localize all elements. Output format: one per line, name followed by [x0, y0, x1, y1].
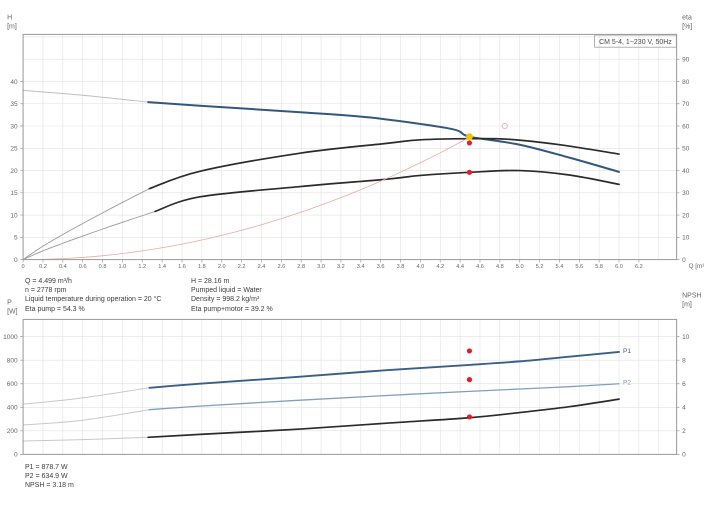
svg-text:Q [m³/h]: Q [m³/h]	[689, 263, 704, 270]
svg-text:5.0: 5.0	[516, 264, 524, 270]
svg-text:200: 200	[7, 428, 18, 435]
svg-text:30: 30	[682, 190, 690, 197]
svg-text:10: 10	[10, 212, 18, 219]
svg-text:2.4: 2.4	[258, 264, 266, 270]
svg-text:4.6: 4.6	[476, 264, 484, 270]
svg-text:0: 0	[682, 452, 686, 459]
svg-text:40: 40	[10, 79, 18, 86]
svg-text:50: 50	[682, 146, 690, 153]
svg-text:4.0: 4.0	[416, 264, 424, 270]
svg-text:0.8: 0.8	[99, 264, 107, 270]
svg-text:3.6: 3.6	[377, 264, 385, 270]
svg-text:20: 20	[682, 212, 690, 219]
svg-text:3.0: 3.0	[317, 264, 325, 270]
svg-text:400: 400	[7, 405, 18, 412]
svg-text:3.4: 3.4	[357, 264, 365, 270]
svg-text:1.4: 1.4	[158, 264, 166, 270]
svg-text:4: 4	[682, 405, 686, 412]
svg-text:2: 2	[682, 428, 686, 435]
svg-text:3.2: 3.2	[337, 264, 345, 270]
svg-text:25: 25	[10, 146, 18, 153]
svg-text:5.6: 5.6	[575, 264, 583, 270]
svg-text:0: 0	[22, 264, 25, 270]
svg-text:60: 60	[682, 123, 690, 130]
svg-text:0.2: 0.2	[39, 264, 47, 270]
svg-text:600: 600	[7, 381, 18, 388]
svg-text:NPSH: NPSH	[682, 292, 701, 299]
svg-text:0: 0	[14, 257, 18, 264]
svg-text:2.6: 2.6	[277, 264, 285, 270]
svg-text:P: P	[7, 299, 12, 306]
svg-text:[m]: [m]	[682, 301, 692, 308]
svg-text:2.0: 2.0	[218, 264, 226, 270]
svg-text:90: 90	[682, 57, 690, 64]
svg-text:15: 15	[10, 190, 18, 197]
svg-text:0.4: 0.4	[59, 264, 67, 270]
svg-text:0: 0	[14, 452, 18, 459]
svg-text:10: 10	[682, 334, 690, 341]
svg-text:6.2: 6.2	[635, 264, 643, 270]
svg-text:0: 0	[682, 257, 686, 264]
svg-text:P2: P2	[623, 380, 631, 387]
svg-text:4.2: 4.2	[436, 264, 444, 270]
svg-text:1.2: 1.2	[138, 264, 146, 270]
svg-text:30: 30	[10, 123, 18, 130]
svg-text:eta: eta	[682, 14, 692, 21]
svg-text:3.8: 3.8	[397, 264, 405, 270]
svg-text:5.2: 5.2	[536, 264, 544, 270]
svg-text:1000: 1000	[3, 334, 18, 341]
svg-text:35: 35	[10, 101, 18, 108]
svg-text:2.8: 2.8	[297, 264, 305, 270]
svg-text:[W]: [W]	[7, 308, 18, 315]
svg-text:H: H	[7, 14, 12, 21]
svg-text:2.2: 2.2	[238, 264, 246, 270]
svg-text:[%]: [%]	[682, 23, 692, 30]
svg-text:4.4: 4.4	[456, 264, 464, 270]
svg-text:4.8: 4.8	[496, 264, 504, 270]
svg-text:P1: P1	[623, 348, 631, 355]
svg-text:[m]: [m]	[7, 23, 17, 30]
svg-text:70: 70	[682, 101, 690, 108]
svg-text:6: 6	[682, 381, 686, 388]
svg-text:800: 800	[7, 357, 18, 364]
svg-text:1.0: 1.0	[119, 264, 127, 270]
svg-text:80: 80	[682, 79, 690, 86]
svg-text:CM 5-4, 1~230 V, 50Hz: CM 5-4, 1~230 V, 50Hz	[599, 39, 672, 46]
svg-text:5.4: 5.4	[556, 264, 564, 270]
svg-text:5: 5	[14, 235, 18, 242]
svg-text:1.6: 1.6	[178, 264, 186, 270]
svg-text:0.6: 0.6	[79, 264, 87, 270]
svg-text:6.0: 6.0	[615, 264, 623, 270]
svg-text:10: 10	[682, 235, 690, 242]
svg-text:40: 40	[682, 168, 690, 175]
svg-text:1.8: 1.8	[198, 264, 206, 270]
svg-text:5.8: 5.8	[595, 264, 603, 270]
svg-text:8: 8	[682, 357, 686, 364]
svg-text:20: 20	[10, 168, 18, 175]
